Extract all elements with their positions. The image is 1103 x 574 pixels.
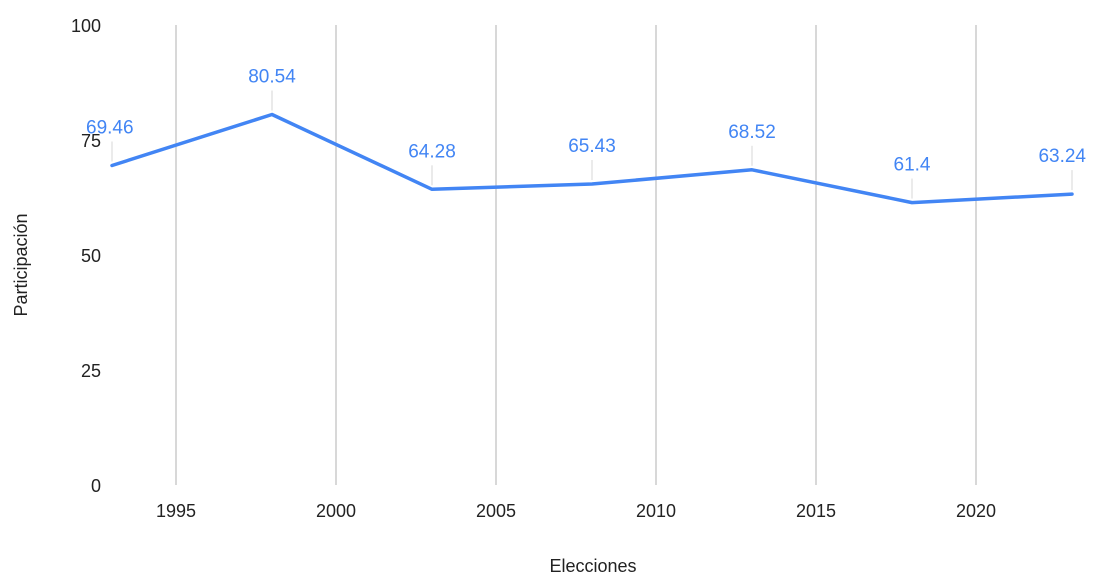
y-axis-ticks: 0 25 50 75 100: [71, 16, 101, 496]
y-tick-label-25: 25: [81, 361, 101, 381]
y-tick-label-100: 100: [71, 16, 101, 36]
gridlines: [175, 25, 977, 485]
x-tick-label-2005: 2005: [476, 501, 516, 521]
x-axis-ticks: 1995 2000 2005 2010 2015 2020: [156, 501, 996, 521]
x-tick-label-1995: 1995: [156, 501, 196, 521]
data-label-1993: 69.46: [86, 117, 134, 138]
data-label-2013: 68.52: [728, 122, 776, 143]
x-tick-label-2020: 2020: [956, 501, 996, 521]
data-label-2008: 65.43: [568, 136, 616, 157]
data-label-2023: 63.24: [1038, 146, 1086, 167]
data-label-2003: 64.28: [408, 141, 456, 162]
x-axis-title: Elecciones: [549, 556, 636, 574]
y-tick-label-50: 50: [81, 246, 101, 266]
data-labels: 69.46 80.54 64.28 65.43 68.52 61.4 63.24: [86, 67, 1086, 199]
data-label-1998: 80.54: [248, 67, 296, 88]
y-tick-label-75: 75: [81, 131, 101, 151]
x-tick-label-2000: 2000: [316, 501, 356, 521]
x-tick-label-2010: 2010: [636, 501, 676, 521]
x-tick-label-2015: 2015: [796, 501, 836, 521]
series-line: [110, 112, 1074, 205]
data-label-2018: 61.4: [894, 155, 931, 176]
y-tick-label-0: 0: [91, 476, 101, 496]
y-axis-title: Participación: [11, 213, 31, 316]
series-line-group: [110, 112, 1074, 205]
